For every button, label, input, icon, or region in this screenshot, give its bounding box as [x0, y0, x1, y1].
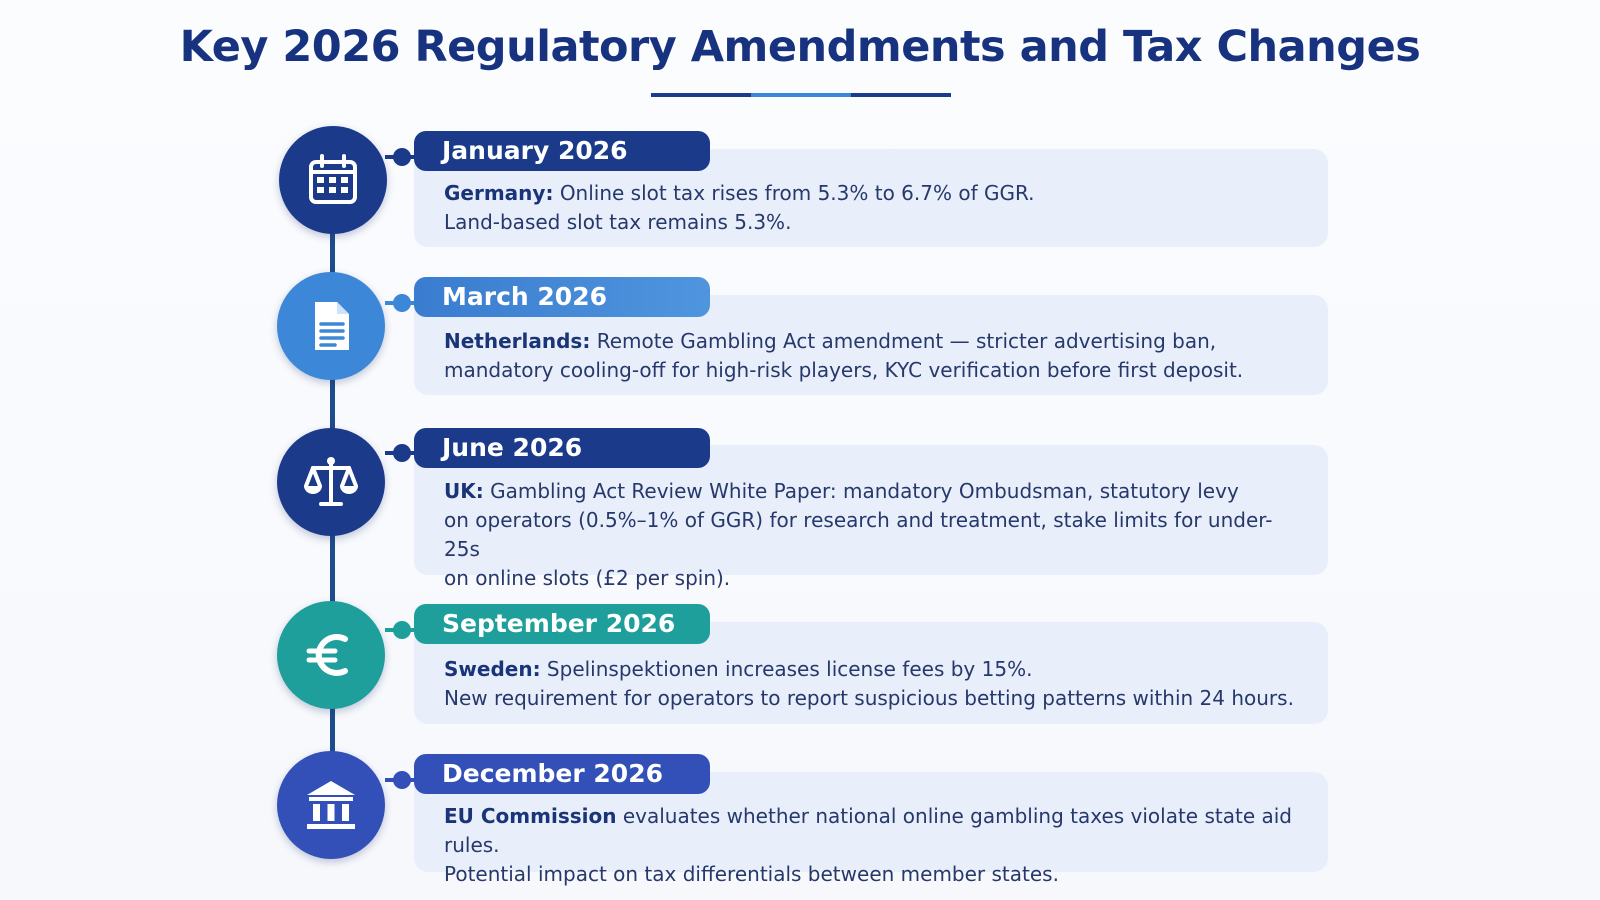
country-name: UK:: [444, 479, 484, 503]
scales-icon: [277, 428, 385, 536]
timeline-dot: [393, 148, 411, 166]
euro-icon: [277, 601, 385, 709]
event-description: Sweden: Spelinspektionen increases licen…: [444, 657, 1294, 710]
country-name: Netherlands:: [444, 329, 591, 353]
country-name: Sweden:: [444, 657, 541, 681]
date-label-december: December 2026: [414, 754, 710, 794]
title-underline: [651, 93, 951, 97]
event-description: EU Commission evaluates whether national…: [444, 804, 1292, 886]
event-description: Germany: Online slot tax rises from 5.3%…: [444, 181, 1035, 234]
timeline-dot: [393, 444, 411, 462]
country-name: EU Commission: [444, 804, 617, 828]
date-label-september: September 2026: [414, 604, 710, 644]
timeline-dot: [393, 771, 411, 789]
calendar-icon: [279, 126, 387, 234]
date-label-march: March 2026: [414, 277, 710, 317]
date-label-january: January 2026: [414, 131, 710, 171]
timeline-dot: [393, 621, 411, 639]
event-description: Netherlands: Remote Gambling Act amendme…: [444, 329, 1244, 382]
page-title: Key 2026 Regulatory Amendments and Tax C…: [179, 22, 1421, 72]
bank-icon: [277, 751, 385, 859]
date-label-june: June 2026: [414, 428, 710, 468]
event-description: UK: Gambling Act Review White Paper: man…: [444, 479, 1273, 590]
timeline-dot: [393, 294, 411, 312]
country-name: Germany:: [444, 181, 554, 205]
document-icon: [277, 272, 385, 380]
